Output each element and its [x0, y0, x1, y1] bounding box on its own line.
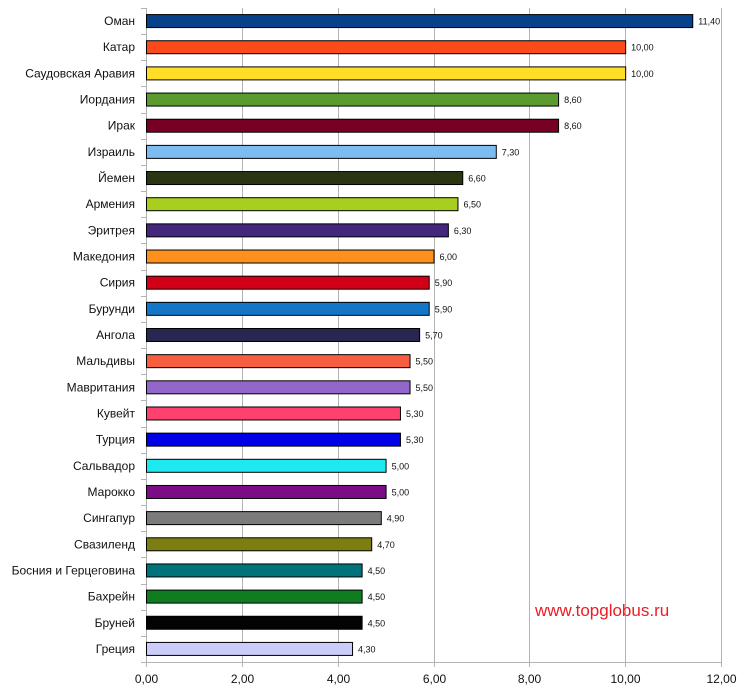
- value-label: 4,30: [358, 644, 376, 654]
- category-label: Турция: [96, 433, 135, 447]
- bar: [146, 328, 421, 342]
- value-label: 5,00: [392, 487, 410, 497]
- value-label: 5,90: [435, 278, 453, 288]
- category-label: Саудовская Аравия: [25, 66, 135, 80]
- x-axis-ticks: 0,00 2,00 4,00 6,00 8,00 10,00 12,00: [135, 662, 737, 686]
- x-tick-label: 4,00: [327, 672, 351, 686]
- category-label: Греция: [96, 642, 135, 656]
- bar: [146, 354, 411, 369]
- category-label: Свазиленд: [74, 537, 135, 551]
- category-label: Мавритания: [67, 380, 135, 394]
- category-label: Бахрейн: [88, 590, 135, 604]
- value-label: 4,90: [387, 514, 405, 524]
- value-label: 5,50: [416, 357, 434, 367]
- value-label: 11,40: [698, 17, 720, 27]
- value-label: 8,60: [564, 95, 582, 105]
- bar: [146, 641, 354, 656]
- category-label: Босния и Герцеговина: [12, 563, 136, 577]
- category-label: Йемен: [98, 170, 135, 185]
- category-label: Сингапур: [83, 511, 135, 525]
- value-label: 4,50: [368, 566, 386, 576]
- value-label: 5,30: [406, 435, 424, 445]
- value-label: 10,00: [631, 69, 654, 79]
- category-label: Сальвадор: [73, 459, 135, 473]
- bar: [146, 144, 497, 159]
- bar: [146, 511, 382, 526]
- value-label: 5,00: [392, 461, 410, 471]
- x-tick-label: 6,00: [423, 672, 447, 686]
- value-label: 4,70: [377, 540, 395, 550]
- category-label: Оман: [104, 14, 135, 28]
- bar: [146, 14, 694, 29]
- category-label: Ирак: [108, 119, 136, 133]
- bar: [146, 537, 373, 552]
- category-label: Кувейт: [97, 406, 136, 420]
- x-tick-label: 10,00: [610, 672, 640, 686]
- category-label: Ангола: [96, 328, 135, 342]
- bar: [146, 380, 411, 395]
- category-label: Иордания: [80, 93, 135, 107]
- category-label: Эритрея: [88, 223, 135, 237]
- bar: [146, 563, 363, 578]
- value-label: 6,00: [440, 252, 458, 262]
- value-labels: 11,40 10,00 10,00 8,60 8,60 7,30 6,60 6,50 6,30 6…: [358, 17, 720, 655]
- category-label: Армения: [86, 197, 135, 211]
- bar: [146, 615, 363, 630]
- value-label: 6,30: [454, 226, 472, 236]
- category-label: Мальдивы: [76, 354, 135, 368]
- value-label: 5,50: [416, 383, 434, 393]
- bars: [146, 14, 694, 656]
- bar: [146, 458, 387, 473]
- watermark-text: www.topglobus.ru: [535, 601, 670, 620]
- value-label: 6,60: [468, 174, 486, 184]
- category-label: Бурунди: [89, 302, 135, 316]
- value-label: 10,00: [631, 43, 654, 53]
- bar: [146, 40, 627, 55]
- value-label: 4,50: [368, 592, 386, 602]
- bar: [146, 275, 430, 290]
- value-label: 4,50: [368, 618, 386, 628]
- x-tick-label: 8,00: [518, 672, 542, 686]
- value-label: 5,90: [435, 304, 453, 314]
- bar: [146, 406, 401, 421]
- bar: [146, 118, 560, 133]
- bar: [146, 171, 464, 186]
- value-label: 8,60: [564, 121, 582, 131]
- category-label: Македония: [73, 250, 135, 264]
- x-tick-label: 0,00: [135, 672, 159, 686]
- value-label: 6,50: [463, 200, 481, 210]
- x-tick-label: 12,00: [706, 672, 736, 686]
- category-label: Катар: [103, 40, 135, 54]
- bar: [146, 301, 430, 316]
- bar: [146, 432, 401, 447]
- bar: [146, 66, 627, 81]
- bar: [146, 223, 449, 238]
- value-label: 7,30: [502, 147, 520, 157]
- bar: [146, 249, 435, 264]
- value-label: 5,70: [425, 331, 443, 341]
- category-label: Сирия: [100, 276, 135, 290]
- bar: [146, 197, 459, 212]
- category-label: Бруней: [95, 616, 135, 630]
- x-tick-label: 2,00: [231, 672, 255, 686]
- bar: [146, 589, 363, 604]
- category-label: Марокко: [88, 485, 136, 499]
- category-labels: Оман Катар Саудовская Аравия Иордания Ирак Из…: [12, 14, 136, 656]
- bar: [146, 92, 560, 107]
- value-label: 5,30: [406, 409, 424, 419]
- bar: [146, 484, 387, 499]
- category-label: Израиль: [88, 145, 135, 159]
